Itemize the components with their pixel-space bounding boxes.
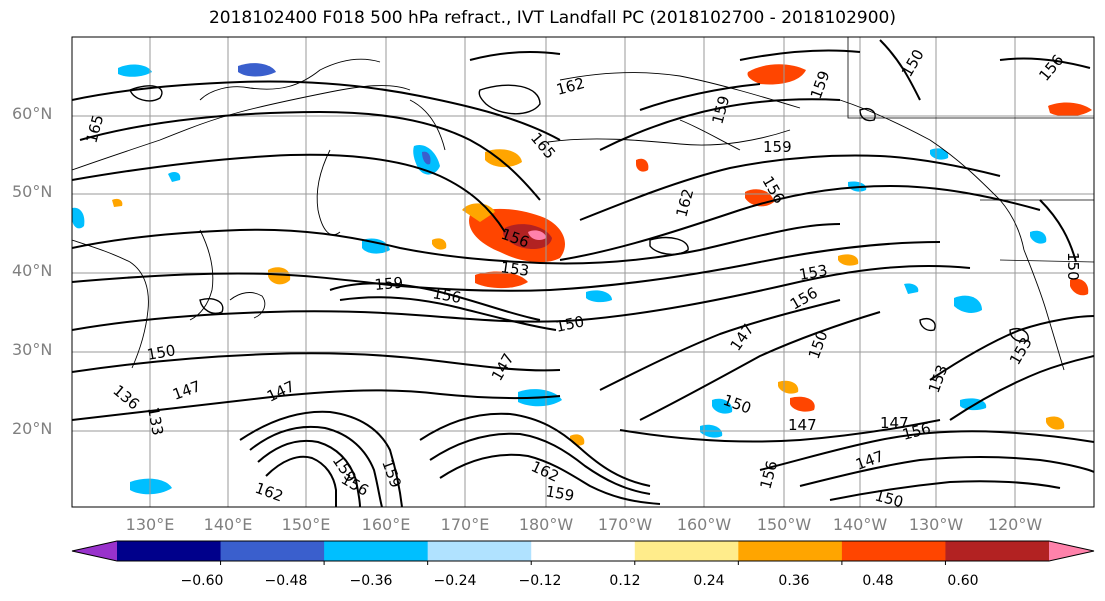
- contour-label: 133: [144, 406, 167, 437]
- lon-label-120w: 120°W: [987, 515, 1043, 534]
- contour-label: 162: [672, 187, 697, 219]
- colorbar-tick-label: 0.12: [609, 573, 641, 589]
- contour-label: 150: [873, 486, 905, 511]
- lon-label-180w: 180°W: [518, 515, 574, 534]
- colorbar: [71, 540, 1095, 565]
- colorbar-outline: [71, 540, 1095, 562]
- colorbar-tick-label: 0.48: [862, 573, 894, 589]
- contour-label-layer: 165 162 165 159 159 159 162 156 153 159 …: [82, 46, 1082, 511]
- lon-label-170e: 170°E: [440, 515, 490, 534]
- contour-label: 153: [499, 258, 530, 280]
- colorbar-segment: [738, 541, 843, 561]
- lon-label-160e: 160°E: [361, 515, 411, 534]
- refractivity-shading: [72, 63, 1092, 495]
- colorbar-extend-high: [1049, 541, 1094, 561]
- graticule: [72, 37, 1094, 507]
- contour-label: 147: [788, 416, 817, 434]
- contour-label: 153: [925, 362, 952, 395]
- lon-label-150w: 150°W: [756, 515, 812, 534]
- contour-label: 153: [798, 261, 829, 284]
- contour-label: 150: [554, 312, 586, 336]
- contour-label: 147: [727, 321, 758, 355]
- height-contours: [72, 39, 1094, 507]
- colorbar-tick-label: 0.36: [778, 573, 810, 589]
- colorbar-tick-label: −0.24: [433, 573, 477, 589]
- colorbar-tick-label: −0.12: [518, 573, 562, 589]
- contour-label: 156: [431, 284, 462, 307]
- colorbar-tick-label: −0.48: [264, 573, 308, 589]
- map-title: 2018102400 F018 500 hPa refract., IVT La…: [208, 8, 896, 28]
- colorbar-segment: [531, 541, 636, 561]
- colorbar-segment: [427, 541, 532, 561]
- contour-label: 159: [708, 94, 733, 126]
- contour-label: 136: [109, 381, 143, 413]
- contour-label: 147: [170, 377, 203, 404]
- lon-label-160w: 160°W: [676, 515, 732, 534]
- lat-label-50n: 50°N: [12, 182, 53, 201]
- contour-label: 147: [488, 350, 518, 384]
- contour-label: 159: [763, 138, 792, 156]
- lon-label-130w: 130°W: [908, 515, 964, 534]
- colorbar-segment: [841, 541, 946, 561]
- contour-label: 165: [82, 113, 107, 145]
- colorbar-segment: [945, 541, 1050, 561]
- lat-label-30n: 30°N: [12, 340, 53, 359]
- colorbar-extend-low: [72, 541, 117, 561]
- colorbar-tick-label: 0.60: [947, 573, 979, 589]
- contour-label: 150: [1064, 252, 1082, 281]
- colorbar-tick-label: −0.60: [180, 573, 224, 589]
- lon-label-140e: 140°E: [203, 515, 253, 534]
- lat-label-60n: 60°N: [12, 104, 53, 123]
- colorbar-tick-label: −0.36: [349, 573, 393, 589]
- colorbar-tick-label: 0.24: [693, 573, 725, 589]
- contour-label: 150: [805, 328, 832, 361]
- contour-label: 147: [264, 377, 298, 405]
- contour-label: 147: [880, 414, 909, 432]
- contour-label: 150: [898, 46, 928, 80]
- lon-label-140w: 140°W: [832, 515, 888, 534]
- lon-label-170w: 170°W: [597, 515, 653, 534]
- contour-label: 165: [527, 129, 559, 163]
- lon-label-150e: 150°E: [281, 515, 331, 534]
- contour-label: 147: [853, 447, 886, 474]
- lon-label-130e: 130°E: [125, 515, 175, 534]
- contour-label: 162: [253, 479, 286, 506]
- lat-label-40n: 40°N: [12, 261, 53, 280]
- contour-label: 162: [528, 457, 562, 485]
- minor-contours: [129, 84, 1029, 342]
- colorbar-segment: [634, 541, 739, 561]
- colorbar-segment: [117, 541, 222, 561]
- contour-label: 153: [1006, 334, 1036, 368]
- contour-label: 162: [554, 74, 586, 99]
- contour-label: 159: [378, 457, 405, 490]
- contour-label: 159: [807, 68, 834, 101]
- colorbar-segment: [220, 541, 325, 561]
- map-frame: [71, 36, 1095, 508]
- colorbar-segment: [324, 541, 429, 561]
- lat-label-20n: 20°N: [12, 419, 53, 438]
- coastlines: [72, 58, 1065, 371]
- contour-label: 159: [374, 274, 404, 294]
- map-area: [72, 37, 1094, 507]
- contour-label: 159: [544, 482, 575, 505]
- contour-label: 156: [1035, 51, 1067, 85]
- contour-label: 156: [756, 459, 781, 491]
- contour-label: 150: [146, 341, 177, 364]
